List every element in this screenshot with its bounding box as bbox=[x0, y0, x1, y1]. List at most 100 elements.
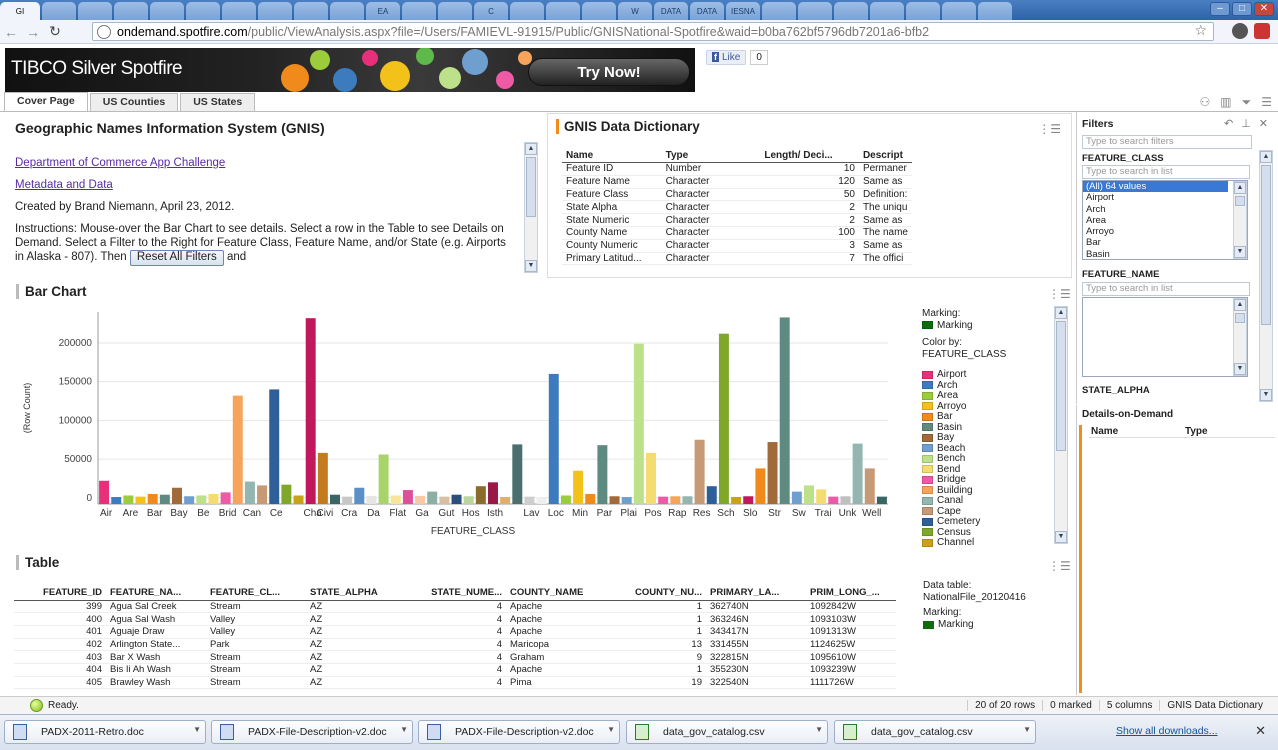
bar-feature[interactable] bbox=[293, 495, 304, 504]
browser-tab[interactable] bbox=[762, 2, 796, 20]
legend-item[interactable]: Bridge bbox=[922, 474, 1047, 485]
feature-class-option[interactable]: (All) 64 values bbox=[1083, 181, 1228, 193]
table-row[interactable]: 400 Agua Sal Wash Valley AZ 4 Apache 1 363246N 1… bbox=[14, 612, 896, 626]
bar-flat[interactable] bbox=[390, 495, 401, 504]
legend-marking[interactable]: Marking bbox=[922, 320, 1047, 331]
scroll-down-icon[interactable]: ▼ bbox=[525, 260, 537, 272]
browser-tab[interactable] bbox=[834, 2, 868, 20]
table-col-header[interactable]: PRIMARY_LA... bbox=[706, 585, 806, 601]
bar-isth[interactable] bbox=[488, 482, 498, 504]
bar-air[interactable] bbox=[99, 480, 110, 504]
dictionary-row[interactable]: Feature Class Character 50 Definition: bbox=[562, 188, 912, 202]
download-item[interactable]: PADX-File-Description-v2.doc ▼ bbox=[211, 720, 413, 744]
reset-all-filters-button[interactable]: Reset All Filters bbox=[129, 250, 224, 266]
download-item[interactable]: data_gov_catalog.csv ▼ bbox=[626, 720, 828, 744]
bar-feature[interactable] bbox=[876, 496, 887, 504]
feature-class-option[interactable]: Area bbox=[1086, 214, 1107, 226]
bar-chart[interactable]: 0 50000 100000 150000 200000 Air Are Bar Bay Be Br… bbox=[0, 282, 905, 547]
table-row[interactable]: 404 Bis Ii Ah Wash Stream AZ 4 Apache 1 355230N… bbox=[14, 663, 896, 677]
back-icon[interactable]: ← bbox=[4, 23, 18, 40]
dictionary-row[interactable]: Feature ID Number 10 Permaner bbox=[562, 162, 912, 176]
browser-tab[interactable] bbox=[546, 2, 580, 20]
browser-tab[interactable] bbox=[330, 2, 364, 20]
dictionary-col-header[interactable]: Name bbox=[562, 149, 662, 163]
bar-feature[interactable] bbox=[281, 484, 292, 504]
status-table[interactable]: GNIS Data Dictionary bbox=[1159, 700, 1270, 711]
browser-tab[interactable] bbox=[78, 2, 112, 20]
dictionary-col-header[interactable]: Descript bbox=[858, 149, 912, 163]
legend-item[interactable]: Building bbox=[922, 485, 1047, 496]
metadata-link[interactable]: Metadata and Data bbox=[15, 179, 113, 191]
bar-feature[interactable] bbox=[852, 443, 863, 504]
bar-well[interactable] bbox=[864, 468, 875, 504]
forward-icon[interactable]: → bbox=[26, 23, 40, 40]
tab-us-counties[interactable]: US Counties bbox=[89, 93, 179, 111]
bar-bar[interactable] bbox=[147, 493, 158, 504]
list-scrollbar[interactable]: ▲ ▼ bbox=[1233, 298, 1247, 376]
browser-tab[interactable]: DATA bbox=[654, 2, 688, 20]
legend-item[interactable]: Canal bbox=[922, 495, 1047, 506]
browser-tab[interactable] bbox=[510, 2, 544, 20]
list-icon[interactable]: ☰ bbox=[1261, 95, 1272, 109]
table-col-header[interactable]: FEATURE_CL... bbox=[206, 585, 306, 601]
panel-menu-icon[interactable]: ⋮☰ bbox=[1048, 559, 1071, 573]
feature-class-list[interactable]: (All) 64 values Airport Arch Area Arroyo Bar B… bbox=[1082, 180, 1248, 260]
scroll-thumb[interactable] bbox=[1235, 313, 1245, 323]
bar-sw[interactable] bbox=[791, 491, 802, 504]
feature-class-option[interactable]: Airport bbox=[1086, 192, 1114, 204]
filter-search-input[interactable]: Type to search filters bbox=[1082, 135, 1252, 149]
bar-be[interactable] bbox=[196, 495, 207, 504]
download-menu-icon[interactable]: ▼ bbox=[815, 725, 823, 734]
dictionary-col-header[interactable]: Type bbox=[661, 149, 761, 163]
legend-item[interactable]: Bend bbox=[922, 464, 1047, 475]
table-col-header[interactable]: FEATURE_ID bbox=[14, 585, 106, 601]
legend-item[interactable]: Arroyo bbox=[922, 401, 1047, 412]
bar-da[interactable] bbox=[366, 495, 377, 504]
feature-class-option[interactable]: Bar bbox=[1086, 237, 1101, 249]
legend-item[interactable]: Bay bbox=[922, 432, 1047, 443]
scroll-up-icon[interactable]: ▲ bbox=[525, 143, 537, 155]
legend-item[interactable]: Airport bbox=[922, 369, 1047, 380]
bar-feature[interactable] bbox=[609, 496, 620, 504]
table-row[interactable]: 399 Agua Sal Creek Stream AZ 4 Apache 1 362740N… bbox=[14, 600, 896, 614]
maximize-icon[interactable]: □ bbox=[1232, 2, 1252, 16]
bar-feature[interactable] bbox=[731, 497, 742, 504]
browser-tab[interactable] bbox=[582, 2, 616, 20]
dictionary-row[interactable]: State Alpha Character 2 The uniqu bbox=[562, 200, 912, 215]
table-col-header[interactable]: FEATURE_NA... bbox=[106, 585, 206, 601]
bar-feature[interactable] bbox=[755, 468, 766, 504]
browser-tab[interactable]: W bbox=[618, 2, 652, 20]
download-menu-icon[interactable]: ▼ bbox=[607, 725, 615, 734]
browser-tab[interactable]: DATA bbox=[690, 2, 724, 20]
scroll-thumb[interactable] bbox=[1235, 196, 1245, 206]
dictionary-col-header[interactable]: Length/ Deci... bbox=[760, 149, 859, 163]
bar-par[interactable] bbox=[597, 445, 608, 504]
browser-tab[interactable]: GI bbox=[0, 2, 40, 20]
browser-tab[interactable] bbox=[294, 2, 328, 20]
scroll-up-icon[interactable]: ▲ bbox=[1055, 307, 1067, 319]
bar-res[interactable] bbox=[694, 439, 705, 504]
scroll-up-icon[interactable]: ▲ bbox=[1260, 151, 1272, 163]
legend-item[interactable]: Census bbox=[922, 527, 1047, 538]
download-menu-icon[interactable]: ▼ bbox=[193, 725, 201, 734]
feature-name-list[interactable]: ▲ ▼ bbox=[1082, 297, 1248, 377]
legend-item[interactable]: Area bbox=[922, 390, 1047, 401]
bar-lav[interactable] bbox=[524, 496, 535, 504]
bar-feature[interactable] bbox=[111, 497, 122, 504]
data-table[interactable]: FEATURE_ID FEATURE_NA... FEATURE_CL... STAT… bbox=[14, 585, 896, 690]
bar-feature[interactable] bbox=[633, 343, 644, 504]
legend-item[interactable]: Beach bbox=[922, 443, 1047, 454]
scroll-down-icon[interactable]: ▼ bbox=[1234, 363, 1246, 375]
table-marking[interactable]: Marking bbox=[923, 619, 1026, 631]
bar-brid[interactable] bbox=[220, 492, 231, 504]
legend-item[interactable]: Arch bbox=[922, 380, 1047, 391]
bar-feature[interactable] bbox=[658, 496, 669, 504]
bar-rap[interactable] bbox=[670, 496, 681, 504]
layout-icon[interactable]: ▥ bbox=[1220, 95, 1232, 109]
like-button[interactable]: f Like bbox=[706, 50, 747, 65]
scroll-down-icon[interactable]: ▼ bbox=[1260, 389, 1272, 401]
bar-sch[interactable] bbox=[718, 333, 729, 504]
browser-tab[interactable] bbox=[942, 2, 976, 20]
browser-tab[interactable] bbox=[258, 2, 292, 20]
bar-str[interactable] bbox=[767, 442, 778, 504]
